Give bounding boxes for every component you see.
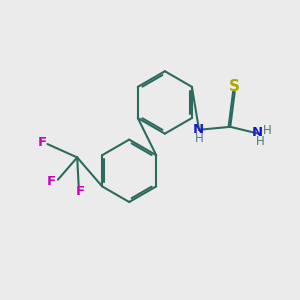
Text: S: S: [229, 79, 240, 94]
Text: H: H: [262, 124, 271, 137]
Text: F: F: [76, 185, 85, 198]
Text: H: H: [256, 136, 264, 148]
Text: N: N: [251, 126, 262, 139]
Text: H: H: [195, 132, 204, 145]
Text: F: F: [47, 175, 56, 188]
Text: N: N: [193, 123, 204, 136]
Text: F: F: [38, 136, 47, 149]
